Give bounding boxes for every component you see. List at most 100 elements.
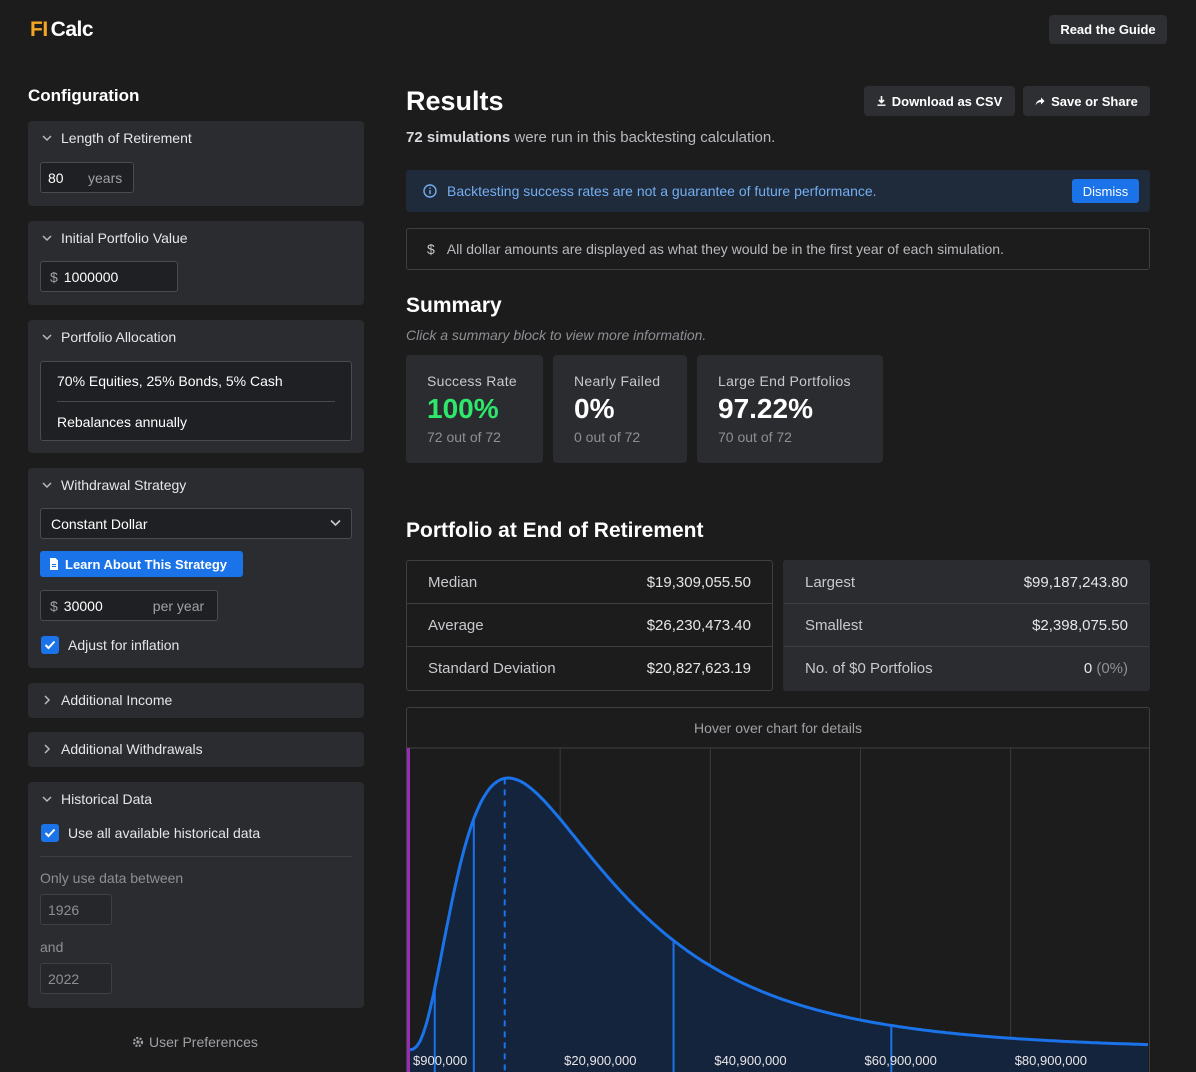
save-share-button[interactable]: Save or Share <box>1023 86 1150 116</box>
use-all-data-label: Use all available historical data <box>68 825 261 841</box>
checkmark-icon <box>41 636 59 654</box>
stat-value: $19,309,055.50 <box>646 573 751 591</box>
chart-x-tick-label: $900,000 <box>413 1053 467 1068</box>
withdrawal-amount-unit: per year <box>152 597 205 614</box>
retirement-length-value: 80 <box>48 169 64 186</box>
additional-income-label: Additional Income <box>61 692 173 708</box>
nearly-failed-value: 0% <box>574 393 615 424</box>
chevron-down-icon <box>41 793 53 805</box>
historical-data-header[interactable]: Historical Data <box>28 782 364 816</box>
checkmark-icon <box>41 824 59 842</box>
length-of-retirement-header[interactable]: Length of Retirement <box>28 121 364 155</box>
initial-portfolio-panel: Initial Portfolio Value $ 1000000 <box>28 221 364 305</box>
dismiss-button[interactable]: Dismiss <box>1072 179 1139 203</box>
stat-row-largest: Largest $99,187,243.80 <box>784 561 1149 604</box>
allocation-rebalance: Rebalances annually <box>57 414 187 430</box>
additional-withdrawals-panel[interactable]: Additional Withdrawals <box>28 732 364 767</box>
chevron-down-icon <box>41 331 53 343</box>
gear-icon <box>132 1036 144 1048</box>
initial-portfolio-value: 1000000 <box>63 268 119 285</box>
chart-x-tick-label: $20,900,000 <box>564 1053 636 1068</box>
adjust-inflation-label: Adjust for inflation <box>68 637 180 653</box>
use-all-data-checkbox[interactable]: Use all available historical data <box>41 824 260 842</box>
portfolio-allocation-label: Portfolio Allocation <box>61 329 177 345</box>
chevron-down-icon <box>330 518 341 530</box>
initial-portfolio-label: Initial Portfolio Value <box>61 230 188 246</box>
allocation-summary-box[interactable]: 70% Equities, 25% Bonds, 5% Cash Rebalan… <box>40 361 352 441</box>
user-preferences-label: User Preferences <box>149 1034 258 1050</box>
distribution-chart-svg[interactable]: $900,000 $20,900,000 $40,900,000 $60,900,00… <box>407 708 1150 1072</box>
withdrawal-amount-input[interactable]: $ 30000 per year <box>40 590 218 621</box>
share-arrow-icon <box>1035 97 1045 106</box>
adjust-inflation-checkbox[interactable]: Adjust for inflation <box>41 636 179 654</box>
historical-divider <box>40 856 352 857</box>
length-of-retirement-panel: Length of Retirement 80 years <box>28 121 364 206</box>
withdrawal-amount-value: 30000 <box>63 597 103 614</box>
start-year-input[interactable]: 1926 <box>40 894 112 925</box>
chevron-down-icon <box>41 232 53 244</box>
withdrawal-strategy-header[interactable]: Withdrawal Strategy <box>28 468 364 502</box>
learn-strategy-button[interactable]: Learn About This Strategy <box>40 551 243 577</box>
disclaimer-notice: Backtesting success rates are not a guar… <box>406 170 1150 212</box>
configuration-title: Configuration <box>28 86 140 105</box>
additional-withdrawals-label: Additional Withdrawals <box>61 741 203 757</box>
initial-portfolio-input[interactable]: $ 1000000 <box>40 261 178 292</box>
portfolio-stats-left: Median $19,309,055.50 Average $26,230,47… <box>406 560 773 691</box>
learn-strategy-label: Learn About This Strategy <box>65 556 228 572</box>
allocation-mix: 70% Equities, 25% Bonds, 5% Cash <box>57 373 283 389</box>
chevron-right-icon <box>41 694 53 706</box>
logo-fi: FI <box>30 18 48 41</box>
stat-row-zero-portfolios: No. of $0 Portfolios 0 (0%) <box>784 647 1149 690</box>
success-rate-value: 100% <box>427 393 499 424</box>
zero-count: 0 <box>1083 660 1093 677</box>
additional-income-header[interactable]: Additional Income <box>28 683 364 717</box>
nearly-failed-card[interactable]: Nearly Failed 0% 0 out of 72 <box>553 355 687 463</box>
withdrawal-strategy-select[interactable]: Constant Dollar <box>40 508 352 539</box>
stat-key: Median <box>428 573 478 591</box>
end-portfolio-chart[interactable]: Hover over chart for details $900,000 $20… <box>406 707 1150 1072</box>
retirement-length-input[interactable]: 80 years <box>40 162 134 193</box>
download-csv-button[interactable]: Download as CSV <box>864 86 1015 116</box>
stat-key: Average <box>428 616 484 634</box>
additional-income-panel[interactable]: Additional Income <box>28 683 364 718</box>
chart-hint: Hover over chart for details <box>693 720 863 736</box>
stat-row-std-dev: Standard Deviation $20,827,623.19 <box>407 647 772 690</box>
read-guide-button[interactable]: Read the Guide <box>1049 15 1167 44</box>
disclaimer-text: Backtesting success rates are not a guar… <box>447 183 877 199</box>
large-end-label: Large End Portfolios <box>718 373 851 389</box>
portfolio-allocation-header[interactable]: Portfolio Allocation <box>28 320 364 354</box>
additional-withdrawals-header[interactable]: Additional Withdrawals <box>28 732 364 766</box>
large-end-value: 97.22% <box>718 393 813 424</box>
stat-value: 0 (0%) <box>1084 660 1128 677</box>
dollar-prefix: $ <box>50 268 58 285</box>
length-of-retirement-label: Length of Retirement <box>61 130 192 146</box>
withdrawal-strategy-panel: Withdrawal Strategy Constant Dollar Lear… <box>28 468 364 668</box>
allocation-divider <box>57 401 335 402</box>
chart-density-line <box>409 776 1149 1052</box>
info-icon <box>423 184 437 198</box>
dollar-info-text: All dollar amounts are displayed as what… <box>446 241 1004 257</box>
end-year-input[interactable]: 2022 <box>40 963 112 994</box>
simulations-count: 72 simulations <box>406 129 511 146</box>
chart-x-tick-label: $60,900,000 <box>865 1053 937 1068</box>
portfolio-stats-right: Largest $99,187,243.80 Smallest $2,398,0… <box>783 560 1150 691</box>
large-end-portfolios-card[interactable]: Large End Portfolios 97.22% 70 out of 72 <box>697 355 883 463</box>
success-rate-card[interactable]: Success Rate 100% 72 out of 72 <box>406 355 543 463</box>
summary-title: Summary <box>406 294 502 317</box>
data-between-label: Only use data between <box>40 870 184 886</box>
document-icon <box>49 558 59 570</box>
stat-row-average: Average $26,230,473.40 <box>407 604 772 647</box>
chevron-right-icon <box>41 743 53 755</box>
stat-value: $26,230,473.40 <box>646 616 751 634</box>
large-end-count: 70 out of 72 <box>718 429 792 445</box>
stat-key: No. of $0 Portfolios <box>805 660 933 677</box>
withdrawal-strategy-value: Constant Dollar <box>51 515 148 532</box>
simulations-summary: 72 simulations were run in this backtest… <box>406 129 775 146</box>
fi-calc-logo[interactable]: FI Calc <box>30 18 94 42</box>
stat-value: $99,187,243.80 <box>1023 573 1128 591</box>
user-preferences-link[interactable]: User Preferences <box>132 1034 258 1050</box>
initial-portfolio-header[interactable]: Initial Portfolio Value <box>28 221 364 255</box>
download-csv-label: Download as CSV <box>891 93 1003 109</box>
stat-key: Smallest <box>805 616 863 634</box>
historical-data-label: Historical Data <box>61 791 153 807</box>
